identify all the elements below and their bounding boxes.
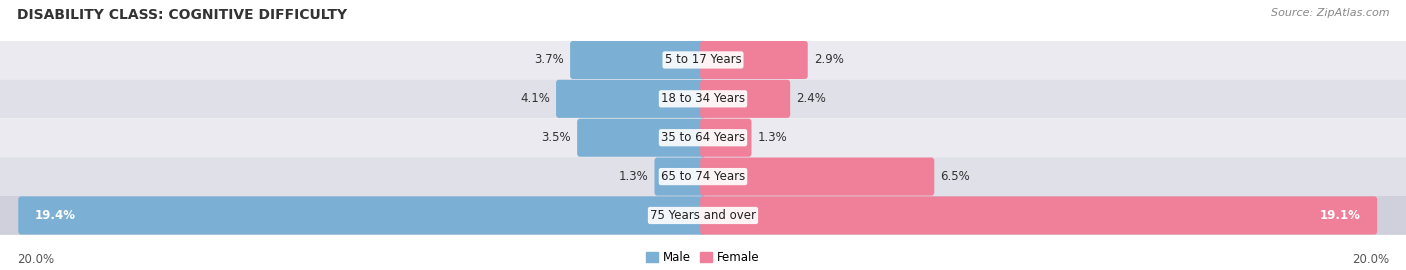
FancyBboxPatch shape bbox=[0, 79, 1406, 118]
FancyBboxPatch shape bbox=[700, 119, 751, 157]
FancyBboxPatch shape bbox=[0, 40, 1406, 79]
FancyBboxPatch shape bbox=[700, 41, 807, 79]
Legend: Male, Female: Male, Female bbox=[647, 251, 759, 264]
Text: 19.4%: 19.4% bbox=[35, 209, 76, 222]
Text: 1.3%: 1.3% bbox=[758, 131, 787, 144]
Text: 18 to 34 Years: 18 to 34 Years bbox=[661, 92, 745, 105]
FancyBboxPatch shape bbox=[557, 80, 706, 118]
Text: 5 to 17 Years: 5 to 17 Years bbox=[665, 53, 741, 66]
FancyBboxPatch shape bbox=[0, 118, 1406, 157]
Text: 19.1%: 19.1% bbox=[1319, 209, 1361, 222]
Text: 20.0%: 20.0% bbox=[1353, 253, 1389, 266]
Text: 35 to 64 Years: 35 to 64 Years bbox=[661, 131, 745, 144]
FancyBboxPatch shape bbox=[700, 196, 1378, 235]
FancyBboxPatch shape bbox=[700, 157, 935, 196]
FancyBboxPatch shape bbox=[0, 157, 1406, 196]
Text: Source: ZipAtlas.com: Source: ZipAtlas.com bbox=[1271, 8, 1389, 18]
Text: 3.5%: 3.5% bbox=[541, 131, 571, 144]
Text: 3.7%: 3.7% bbox=[534, 53, 564, 66]
FancyBboxPatch shape bbox=[18, 196, 706, 235]
FancyBboxPatch shape bbox=[0, 196, 1406, 235]
Text: DISABILITY CLASS: COGNITIVE DIFFICULTY: DISABILITY CLASS: COGNITIVE DIFFICULTY bbox=[17, 8, 347, 22]
FancyBboxPatch shape bbox=[700, 80, 790, 118]
Text: 75 Years and over: 75 Years and over bbox=[650, 209, 756, 222]
Text: 2.9%: 2.9% bbox=[814, 53, 844, 66]
Text: 20.0%: 20.0% bbox=[17, 253, 53, 266]
Text: 2.4%: 2.4% bbox=[796, 92, 825, 105]
Text: 1.3%: 1.3% bbox=[619, 170, 648, 183]
FancyBboxPatch shape bbox=[571, 41, 706, 79]
Text: 65 to 74 Years: 65 to 74 Years bbox=[661, 170, 745, 183]
Text: 4.1%: 4.1% bbox=[520, 92, 550, 105]
FancyBboxPatch shape bbox=[654, 157, 706, 196]
FancyBboxPatch shape bbox=[578, 119, 706, 157]
Text: 6.5%: 6.5% bbox=[941, 170, 970, 183]
